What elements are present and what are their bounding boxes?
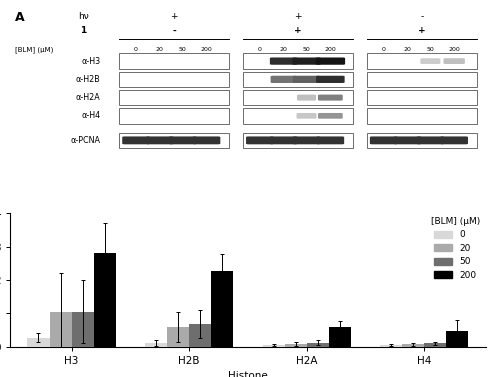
Text: A: A [15, 11, 24, 24]
FancyBboxPatch shape [297, 113, 317, 119]
Bar [94, 253, 116, 347]
Bar [285, 344, 307, 347]
FancyBboxPatch shape [318, 95, 343, 101]
Bar [446, 331, 468, 347]
FancyBboxPatch shape [440, 136, 468, 144]
Bar [145, 343, 167, 347]
Text: 50: 50 [302, 47, 310, 52]
Bar [119, 54, 229, 69]
Bar [329, 327, 351, 347]
FancyBboxPatch shape [192, 136, 220, 144]
Bar [243, 72, 353, 87]
Bar [119, 133, 229, 148]
X-axis label: Histone: Histone [228, 371, 268, 377]
Bar [27, 338, 50, 347]
Bar [119, 72, 229, 87]
Text: 0: 0 [258, 47, 262, 52]
Text: α-H4: α-H4 [81, 111, 100, 120]
Text: [BLM] (μM): [BLM] (μM) [15, 46, 53, 52]
Text: +: + [294, 12, 301, 21]
Text: 0: 0 [134, 47, 138, 52]
Bar [189, 324, 211, 347]
Text: +: + [170, 12, 178, 21]
Bar [367, 54, 477, 69]
Bar [167, 327, 189, 347]
Text: α-H2B: α-H2B [76, 75, 100, 84]
Text: +: + [294, 26, 302, 35]
Text: 20: 20 [404, 47, 411, 52]
Bar [243, 90, 353, 105]
Bar [424, 343, 446, 347]
Bar [367, 108, 477, 124]
FancyBboxPatch shape [293, 136, 320, 144]
FancyBboxPatch shape [122, 136, 150, 144]
Text: -: - [172, 26, 176, 35]
Text: α-H2A: α-H2A [76, 93, 100, 102]
FancyBboxPatch shape [416, 136, 444, 144]
Text: 20: 20 [156, 47, 164, 52]
Text: 200: 200 [448, 47, 460, 52]
FancyBboxPatch shape [443, 58, 465, 64]
Text: 200: 200 [201, 47, 213, 52]
Legend: 0, 20, 50, 200: 0, 20, 50, 200 [429, 215, 482, 282]
FancyBboxPatch shape [270, 57, 298, 65]
Bar [72, 312, 94, 347]
FancyBboxPatch shape [317, 136, 344, 144]
Bar [367, 90, 477, 105]
Text: 50: 50 [427, 47, 434, 52]
FancyBboxPatch shape [394, 136, 421, 144]
FancyBboxPatch shape [169, 136, 196, 144]
Bar [367, 133, 477, 148]
Text: α-PCNA: α-PCNA [70, 136, 100, 145]
FancyBboxPatch shape [316, 76, 345, 83]
Bar [243, 108, 353, 124]
FancyBboxPatch shape [246, 136, 273, 144]
Bar [119, 90, 229, 105]
Bar [263, 345, 285, 347]
FancyBboxPatch shape [370, 136, 398, 144]
Bar [119, 108, 229, 124]
Bar [402, 344, 424, 347]
Text: 1: 1 [81, 26, 87, 35]
FancyBboxPatch shape [293, 76, 320, 83]
FancyBboxPatch shape [270, 136, 298, 144]
Text: -: - [420, 12, 423, 21]
FancyBboxPatch shape [297, 95, 316, 101]
Text: 20: 20 [280, 47, 288, 52]
FancyBboxPatch shape [146, 136, 174, 144]
Text: 0: 0 [382, 47, 385, 52]
FancyBboxPatch shape [420, 58, 440, 64]
Text: +: + [418, 26, 426, 35]
Bar [50, 312, 72, 347]
Bar [367, 72, 477, 87]
Bar [243, 133, 353, 148]
Bar [380, 345, 402, 347]
Bar [307, 343, 329, 347]
Text: hν: hν [78, 12, 89, 21]
Text: 200: 200 [325, 47, 336, 52]
FancyBboxPatch shape [292, 57, 321, 65]
FancyBboxPatch shape [271, 76, 297, 83]
FancyBboxPatch shape [316, 57, 345, 65]
Text: 50: 50 [179, 47, 187, 52]
Text: α-H3: α-H3 [81, 57, 100, 66]
FancyBboxPatch shape [318, 113, 343, 119]
Bar [243, 54, 353, 69]
Bar [211, 271, 233, 347]
